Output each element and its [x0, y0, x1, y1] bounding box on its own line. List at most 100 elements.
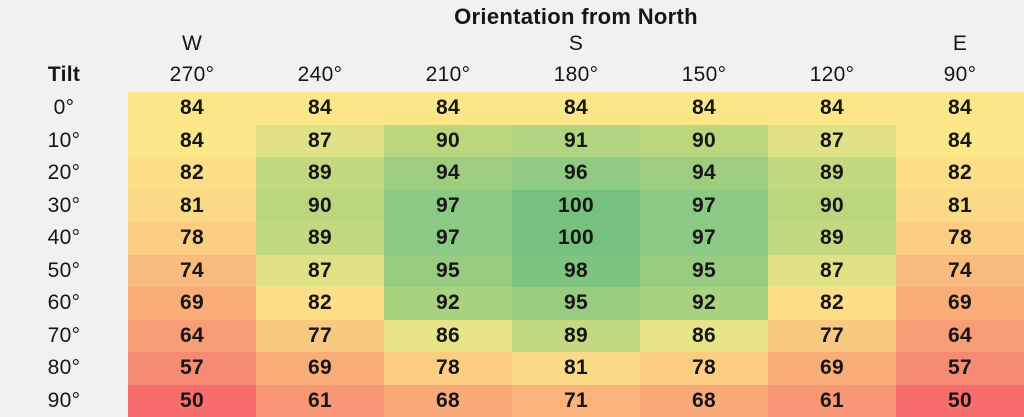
heatmap-cell: 89 [256, 157, 384, 190]
heatmap-cell: 95 [640, 254, 768, 287]
heatmap-cell: 84 [640, 92, 768, 125]
heatmap-cell: 90 [768, 189, 896, 222]
heatmap-cell: 64 [128, 319, 256, 352]
heatmap-cell: 69 [896, 287, 1024, 320]
heatmap-cell: 92 [640, 287, 768, 320]
heatmap-cell: 87 [768, 254, 896, 287]
heatmap-cell: 69 [128, 287, 256, 320]
heatmap-cell: 97 [384, 222, 512, 255]
heatmap-row: 30° 81 90 97 100 97 90 81 [0, 189, 1024, 222]
heatmap-cell: 77 [768, 319, 896, 352]
heatmap-cell: 78 [128, 222, 256, 255]
compass-label-e: E [952, 32, 968, 55]
heatmap-cell: 87 [768, 124, 896, 157]
column-header-0: 270° [169, 63, 215, 86]
heatmap-cell: 82 [768, 287, 896, 320]
heatmap-row: 40° 78 89 97 100 97 89 78 [0, 222, 1024, 255]
heatmap-cell: 81 [512, 352, 640, 385]
heatmap-cell: 74 [128, 254, 256, 287]
heatmap-row: 50° 74 87 95 98 95 87 74 [0, 254, 1024, 287]
heatmap-cell: 94 [384, 157, 512, 190]
heatmap-cell: 97 [384, 189, 512, 222]
column-header-6: 90° [943, 63, 977, 86]
heatmap-cell: 95 [512, 287, 640, 320]
heatmap-cell: 74 [896, 254, 1024, 287]
heatmap-cell: 84 [128, 92, 256, 125]
heatmap-cell: 68 [384, 384, 512, 417]
heatmap-cell: 84 [256, 92, 384, 125]
heatmap-cell: 68 [640, 384, 768, 417]
heatmap-cell: 86 [384, 319, 512, 352]
heatmap-cell: 96 [512, 157, 640, 190]
heatmap-cell: 89 [768, 157, 896, 190]
heatmap-cell: 69 [768, 352, 896, 385]
heatmap-cell: 61 [256, 384, 384, 417]
heatmap-cell: 84 [128, 124, 256, 157]
row-label-5: 50° [47, 258, 81, 282]
heatmap-cell: 69 [256, 352, 384, 385]
heatmap-row: 70° 64 77 86 89 86 77 64 [0, 319, 1024, 352]
heatmap-cell: 87 [256, 124, 384, 157]
heatmap-cell: 90 [640, 124, 768, 157]
row-label-9: 90° [47, 388, 81, 412]
heatmap-cell: 61 [768, 384, 896, 417]
column-header-3: 180° [553, 63, 599, 86]
heatmap-cell: 98 [512, 254, 640, 287]
heatmap-cell: 100 [512, 189, 640, 222]
column-header-5: 120° [809, 63, 855, 86]
heatmap-cell: 91 [512, 124, 640, 157]
heatmap-cell: 89 [256, 222, 384, 255]
heatmap-cell: 77 [256, 319, 384, 352]
row-label-0: 0° [53, 96, 75, 120]
heatmap-cell: 92 [384, 287, 512, 320]
degree-header-row: Tilt 270° 240° 210° 180° 150° 120° 90° [0, 58, 1024, 92]
heatmap-cell: 78 [896, 222, 1024, 255]
heatmap-row: 10° 84 87 90 91 90 87 84 [0, 124, 1024, 157]
heatmap-cell: 57 [128, 352, 256, 385]
heatmap-cell: 81 [896, 189, 1024, 222]
row-label-2: 20° [47, 161, 81, 185]
heatmap-cell: 87 [256, 254, 384, 287]
heatmap-cell: 82 [896, 157, 1024, 190]
heatmap-cell: 81 [128, 189, 256, 222]
row-label-4: 40° [47, 226, 81, 250]
heatmap-cell: 89 [512, 319, 640, 352]
heatmap-cell: 97 [640, 222, 768, 255]
row-label-3: 30° [47, 193, 81, 217]
heatmap-cell: 84 [896, 92, 1024, 125]
row-label-7: 70° [47, 323, 81, 347]
heatmap-cell: 84 [768, 92, 896, 125]
row-label-1: 10° [47, 128, 81, 152]
heatmap-cell: 95 [384, 254, 512, 287]
heatmap-cell: 78 [384, 352, 512, 385]
heatmap-body: 0° 84 84 84 84 84 84 84 10° 84 87 90 91 90 87 84 20° 82 89… [0, 92, 1024, 417]
heatmap-cell: 86 [640, 319, 768, 352]
column-header-2: 210° [425, 63, 471, 86]
heatmap-cell: 89 [768, 222, 896, 255]
row-label-8: 80° [47, 356, 81, 380]
heatmap-cell: 82 [128, 157, 256, 190]
heatmap-cell: 90 [256, 189, 384, 222]
heatmap-cell: 50 [128, 384, 256, 417]
heatmap-cell: 97 [640, 189, 768, 222]
heatmap-cell: 71 [512, 384, 640, 417]
column-header-1: 240° [297, 63, 343, 86]
heatmap-row: 0° 84 84 84 84 84 84 84 [0, 92, 1024, 125]
compass-label-w: W [181, 32, 203, 55]
heatmap-cell: 84 [512, 92, 640, 125]
heatmap-cell: 64 [896, 319, 1024, 352]
tilt-label: Tilt [47, 63, 81, 86]
compass-label-s: S [568, 32, 584, 55]
heatmap-row: 20° 82 89 94 96 94 89 82 [0, 157, 1024, 190]
heatmap-row: 90° 50 61 68 71 68 61 50 [0, 384, 1024, 417]
heatmap-cell: 50 [896, 384, 1024, 417]
heatmap-cell: 100 [512, 222, 640, 255]
chart-title: Orientation from North [454, 4, 698, 29]
heatmap-cell: 94 [640, 157, 768, 190]
column-header-4: 150° [681, 63, 727, 86]
heatmap-cell: 82 [256, 287, 384, 320]
row-label-6: 60° [47, 291, 81, 315]
heatmap-cell: 78 [640, 352, 768, 385]
